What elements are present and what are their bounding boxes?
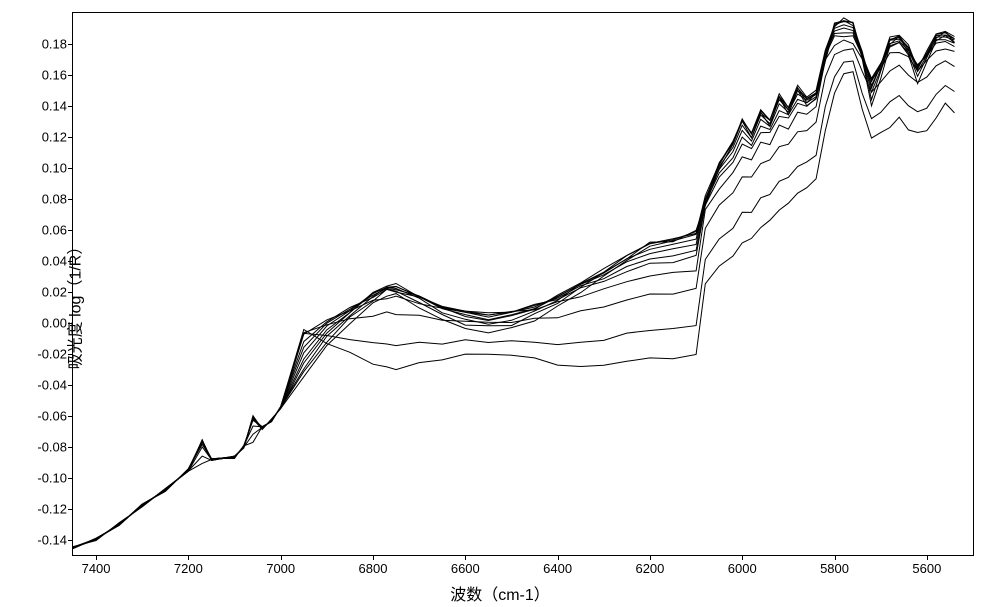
- y-tick-mark: [68, 447, 73, 448]
- x-tick-mark: [650, 555, 651, 560]
- x-tick-mark: [927, 555, 928, 560]
- spectrum-line: [73, 40, 955, 547]
- y-tick-mark: [68, 261, 73, 262]
- x-tick-mark: [281, 555, 282, 560]
- spectrum-line: [73, 22, 955, 549]
- y-tick-mark: [68, 75, 73, 76]
- curves-svg: [73, 13, 973, 555]
- y-tick-mark: [68, 509, 73, 510]
- y-tick-mark: [68, 199, 73, 200]
- y-tick-mark: [68, 478, 73, 479]
- spectral-chart: 吸光度 log（1/R） 波数（cm-1） -0.14-0.12-0.10-0.…: [0, 0, 1000, 607]
- y-tick-mark: [68, 354, 73, 355]
- x-tick-mark: [465, 555, 466, 560]
- x-tick-mark: [373, 555, 374, 560]
- y-tick-mark: [68, 137, 73, 138]
- y-tick-mark: [68, 106, 73, 107]
- spectrum-line: [73, 61, 955, 549]
- plot-area: -0.14-0.12-0.10-0.08-0.06-0.04-0.020.000…: [72, 12, 974, 556]
- y-tick-mark: [68, 230, 73, 231]
- x-tick-mark: [96, 555, 97, 560]
- spectrum-line: [73, 21, 955, 548]
- x-tick-mark: [188, 555, 189, 560]
- y-tick-mark: [68, 416, 73, 417]
- spectrum-line: [73, 33, 955, 549]
- spectrum-line: [73, 18, 955, 547]
- y-tick-mark: [68, 168, 73, 169]
- spectrum-line: [73, 21, 955, 547]
- y-tick-mark: [68, 540, 73, 541]
- y-tick-mark: [68, 292, 73, 293]
- y-tick-mark: [68, 385, 73, 386]
- spectrum-line: [73, 28, 955, 548]
- spectrum-line: [73, 25, 955, 549]
- spectrum-line: [73, 72, 955, 548]
- x-axis-label: 波数（cm-1）: [450, 581, 550, 605]
- x-tick-mark: [742, 555, 743, 560]
- spectrum-line: [73, 36, 955, 548]
- x-tick-mark: [558, 555, 559, 560]
- x-tick-mark: [835, 555, 836, 560]
- y-tick-mark: [68, 44, 73, 45]
- y-tick-mark: [68, 323, 73, 324]
